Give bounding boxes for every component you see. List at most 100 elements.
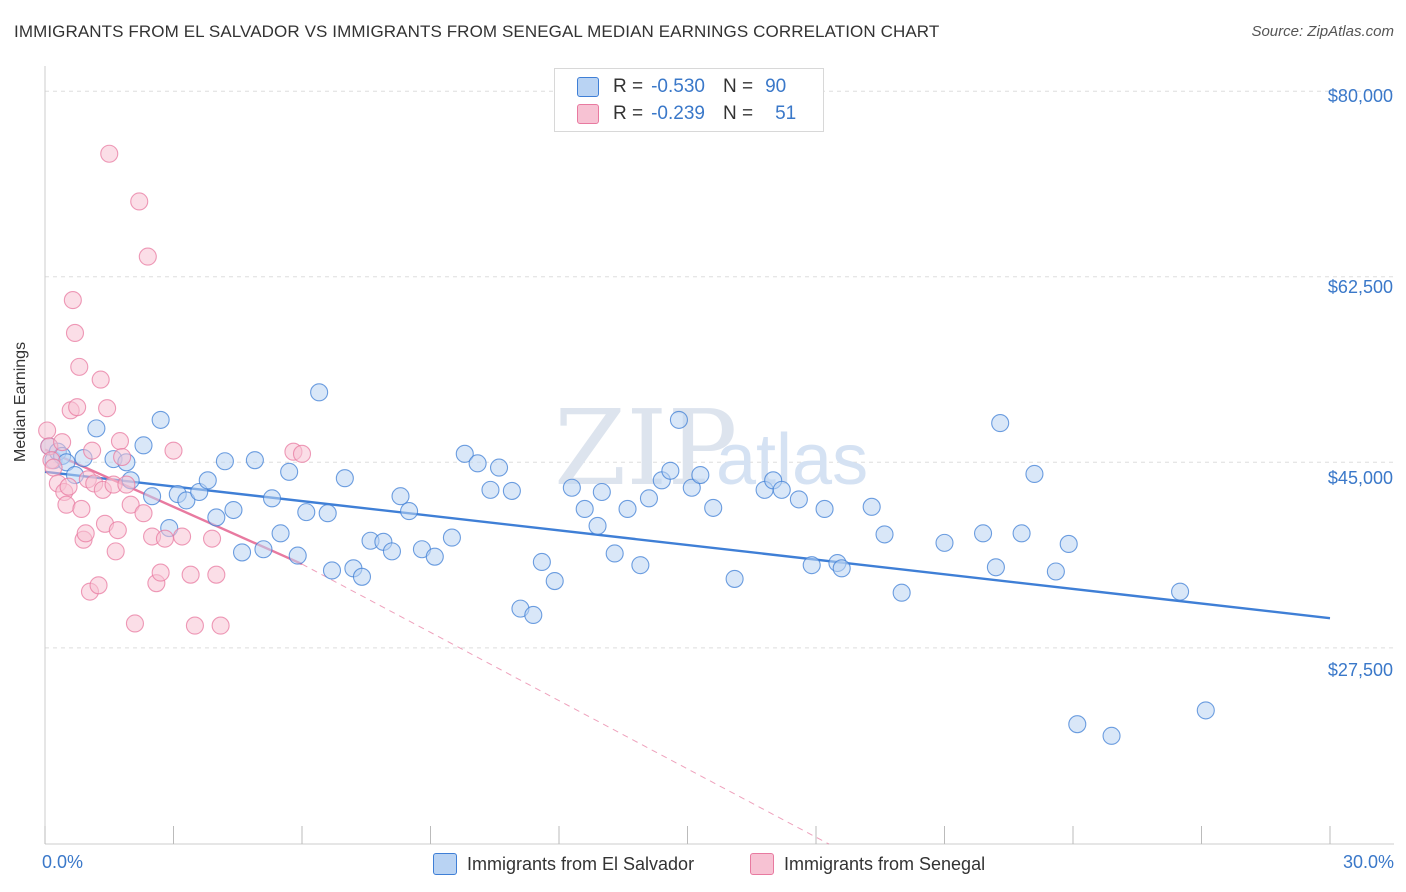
trend-line-el-salvador (44, 470, 1331, 620)
data-point-el-salvador (215, 452, 234, 471)
legend-n-value: 51 (775, 103, 797, 124)
data-point-el-salvador (322, 561, 342, 580)
data-point-el-salvador (532, 552, 551, 572)
data-point-senegal (65, 323, 85, 342)
data-point-el-salvador (442, 528, 461, 547)
data-point-el-salvador (524, 605, 543, 625)
legend-n-label: N = (722, 76, 754, 97)
data-point-el-salvador (832, 559, 851, 578)
data-point-el-salvador (575, 499, 594, 519)
bottom-legend-label: Immigrants from Senegal (784, 853, 986, 874)
data-point-el-salvador (1012, 524, 1031, 543)
data-point-senegal (185, 616, 204, 635)
y-tick-label-62500: $62,500 (1327, 277, 1393, 297)
data-point-senegal (203, 529, 222, 548)
data-point-senegal (173, 527, 192, 546)
y-axis-label: Median Earnings (12, 341, 29, 462)
bottom-legend-senegal[interactable]: Immigrants from Senegal (750, 852, 985, 876)
bottom-legend-swatch-blue (433, 853, 457, 875)
watermark-zip: ZIP (554, 387, 737, 509)
data-point-senegal (38, 421, 57, 440)
trend-line-senegal-extension (301, 563, 830, 845)
data-point-senegal (138, 247, 157, 266)
data-point-el-salvador (455, 444, 474, 463)
data-point-el-salvador (704, 498, 723, 517)
data-point-senegal (72, 499, 91, 519)
chart-title: IMMIGRANTS FROM EL SALVADOR VS IMMIGRANT… (14, 22, 940, 41)
data-point-el-salvador (271, 524, 290, 543)
data-point-senegal (134, 504, 153, 523)
data-point-senegal (76, 524, 95, 543)
data-point-senegal (68, 398, 87, 417)
legend-n-value: 90 (765, 76, 787, 97)
data-point-el-salvador (400, 502, 419, 521)
data-point-senegal (207, 565, 226, 584)
data-point-el-salvador (87, 419, 106, 438)
data-point-el-salvador (973, 524, 993, 543)
legend-r-value: -0.530 (651, 76, 705, 97)
data-point-el-salvador (1059, 534, 1078, 553)
data-point-el-salvador (562, 478, 581, 497)
data-point-senegal (117, 475, 136, 494)
data-point-el-salvador (935, 533, 954, 552)
data-point-el-salvador (991, 414, 1010, 433)
data-point-el-salvador (892, 583, 911, 602)
data-point-el-salvador (661, 461, 680, 480)
data-point-el-salvador (262, 489, 282, 508)
data-point-senegal (63, 291, 82, 310)
data-point-el-salvador (592, 482, 611, 502)
data-point-el-salvador (862, 497, 881, 516)
bottom-legend-el-salvador[interactable]: Immigrants from El Salvador (433, 852, 694, 876)
data-point-el-salvador (310, 383, 329, 402)
y-tick-label-80000: $80,000 (1327, 86, 1393, 106)
data-point-senegal (57, 495, 76, 514)
data-point-el-salvador (1068, 715, 1087, 734)
bottom-legend-label: Immigrants from El Salvador (467, 853, 695, 874)
y-tick-label-45000: $45,000 (1327, 468, 1393, 488)
data-point-el-salvador (207, 508, 226, 527)
data-point-senegal (89, 576, 108, 595)
data-point-senegal (91, 370, 110, 389)
data-point-el-salvador (254, 540, 273, 559)
source-label: Source: ZipAtlas.com (1251, 23, 1394, 40)
data-point-el-salvador (588, 516, 607, 535)
data-point-el-salvador (224, 500, 243, 520)
data-point-el-salvador (198, 471, 217, 490)
data-point-el-salvador (502, 481, 521, 500)
data-point-el-salvador (391, 487, 410, 506)
legend-swatch-blue (577, 77, 599, 97)
data-point-senegal (155, 529, 174, 548)
data-point-el-salvador (245, 451, 264, 470)
data-point-senegal (125, 614, 144, 633)
data-point-senegal (53, 433, 72, 452)
data-point-el-salvador (151, 410, 170, 429)
legend-r-label: R = (613, 76, 644, 97)
legend-r-value: -0.239 (651, 103, 705, 124)
data-point-el-salvador (297, 503, 316, 522)
data-point-senegal (130, 192, 149, 211)
data-point-el-salvador (789, 490, 808, 509)
data-point-el-salvador (682, 478, 701, 497)
data-point-el-salvador (352, 567, 372, 586)
data-point-el-salvador (232, 543, 252, 562)
data-point-el-salvador (639, 489, 659, 508)
data-point-senegal (110, 432, 130, 451)
data-point-senegal (211, 616, 230, 635)
data-point-senegal (59, 477, 78, 496)
data-point-senegal (83, 441, 102, 460)
data-point-el-salvador (177, 491, 196, 510)
data-point-el-salvador (618, 499, 637, 519)
data-point-el-salvador (631, 556, 650, 575)
data-point-el-salvador (489, 458, 509, 477)
y-tick-label-27500: $27,500 (1327, 660, 1393, 680)
data-point-el-salvador (1102, 726, 1121, 745)
data-point-el-salvador (1171, 582, 1190, 601)
data-point-senegal (181, 565, 200, 584)
points-layer (38, 144, 1215, 745)
x-tick-label-min: 0.0% (42, 852, 84, 872)
data-point-el-salvador (481, 480, 500, 499)
data-point-el-salvador (545, 572, 564, 591)
data-point-el-salvador (134, 436, 153, 455)
data-point-senegal (108, 521, 127, 540)
